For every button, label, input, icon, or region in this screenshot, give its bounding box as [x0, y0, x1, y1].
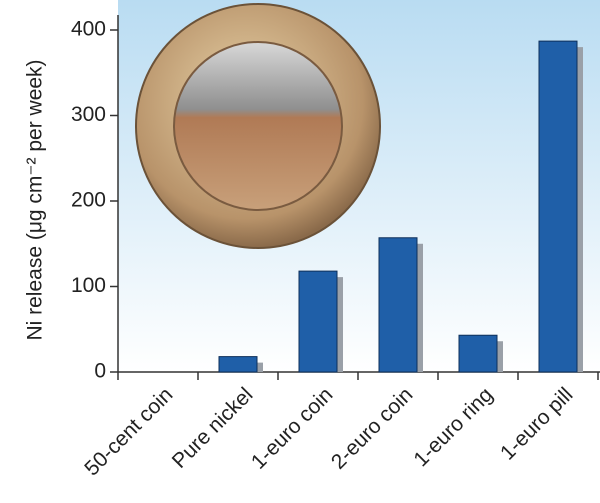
bar	[378, 237, 418, 373]
y-axis-title: Ni release (μg cm⁻² per week)	[24, 59, 47, 340]
x-tick-label: 50-cent coin	[80, 383, 177, 480]
bar	[218, 356, 258, 373]
bar	[298, 270, 338, 373]
y-tick-label: 0	[94, 360, 106, 383]
y-tick-label: 200	[71, 189, 106, 212]
y-tick-label: 400	[71, 18, 106, 41]
x-tick-label: 2-euro coin	[327, 383, 418, 474]
coin-photo	[135, 3, 381, 249]
y-tick-label: 300	[71, 103, 106, 126]
bar	[538, 40, 578, 373]
y-tick-label: 100	[71, 274, 106, 297]
x-tick-label: 1-euro ring	[409, 383, 497, 471]
x-tick-label: 1-euro coin	[247, 383, 338, 474]
bar	[458, 334, 498, 373]
x-tick-label: Pure nickel	[168, 383, 258, 473]
x-tick-label: 1-euro pill	[496, 383, 577, 464]
